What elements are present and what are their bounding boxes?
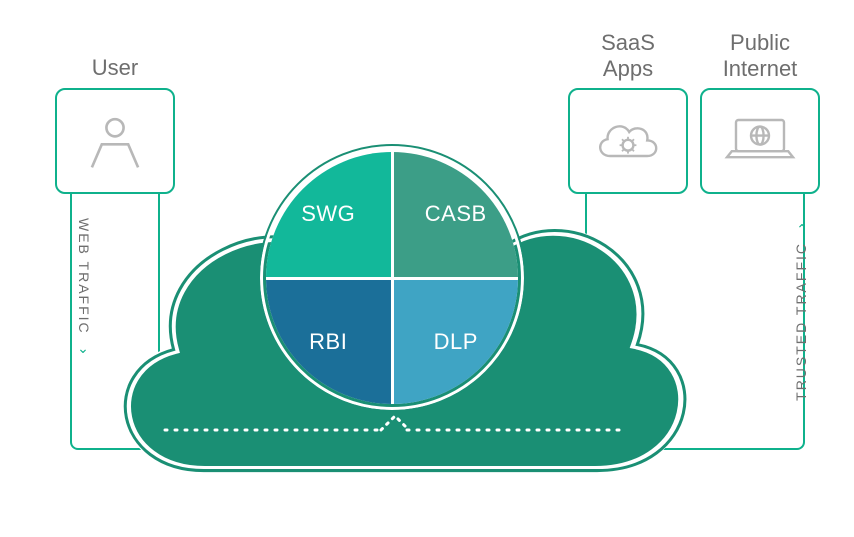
public-internet-box xyxy=(700,88,820,194)
user-label: User xyxy=(55,55,175,81)
trusted-traffic-text: TRUSTED TRAFFIC xyxy=(793,242,809,401)
chevron-down-icon: ⌄ xyxy=(793,218,809,236)
web-traffic-label: WEB TRAFFIC ⌄ xyxy=(76,218,92,359)
public-internet-label: Public Internet xyxy=(700,30,820,83)
trusted-traffic-label: TRUSTED TRAFFIC ⌄ xyxy=(793,218,809,401)
laptop-globe-icon xyxy=(721,112,799,170)
security-pie: SWG CASB RBI DLP xyxy=(260,146,524,410)
chevron-down-icon: ⌄ xyxy=(76,341,92,359)
saas-apps-label: SaaS Apps xyxy=(568,30,688,83)
web-traffic-text: WEB TRAFFIC xyxy=(76,218,92,335)
